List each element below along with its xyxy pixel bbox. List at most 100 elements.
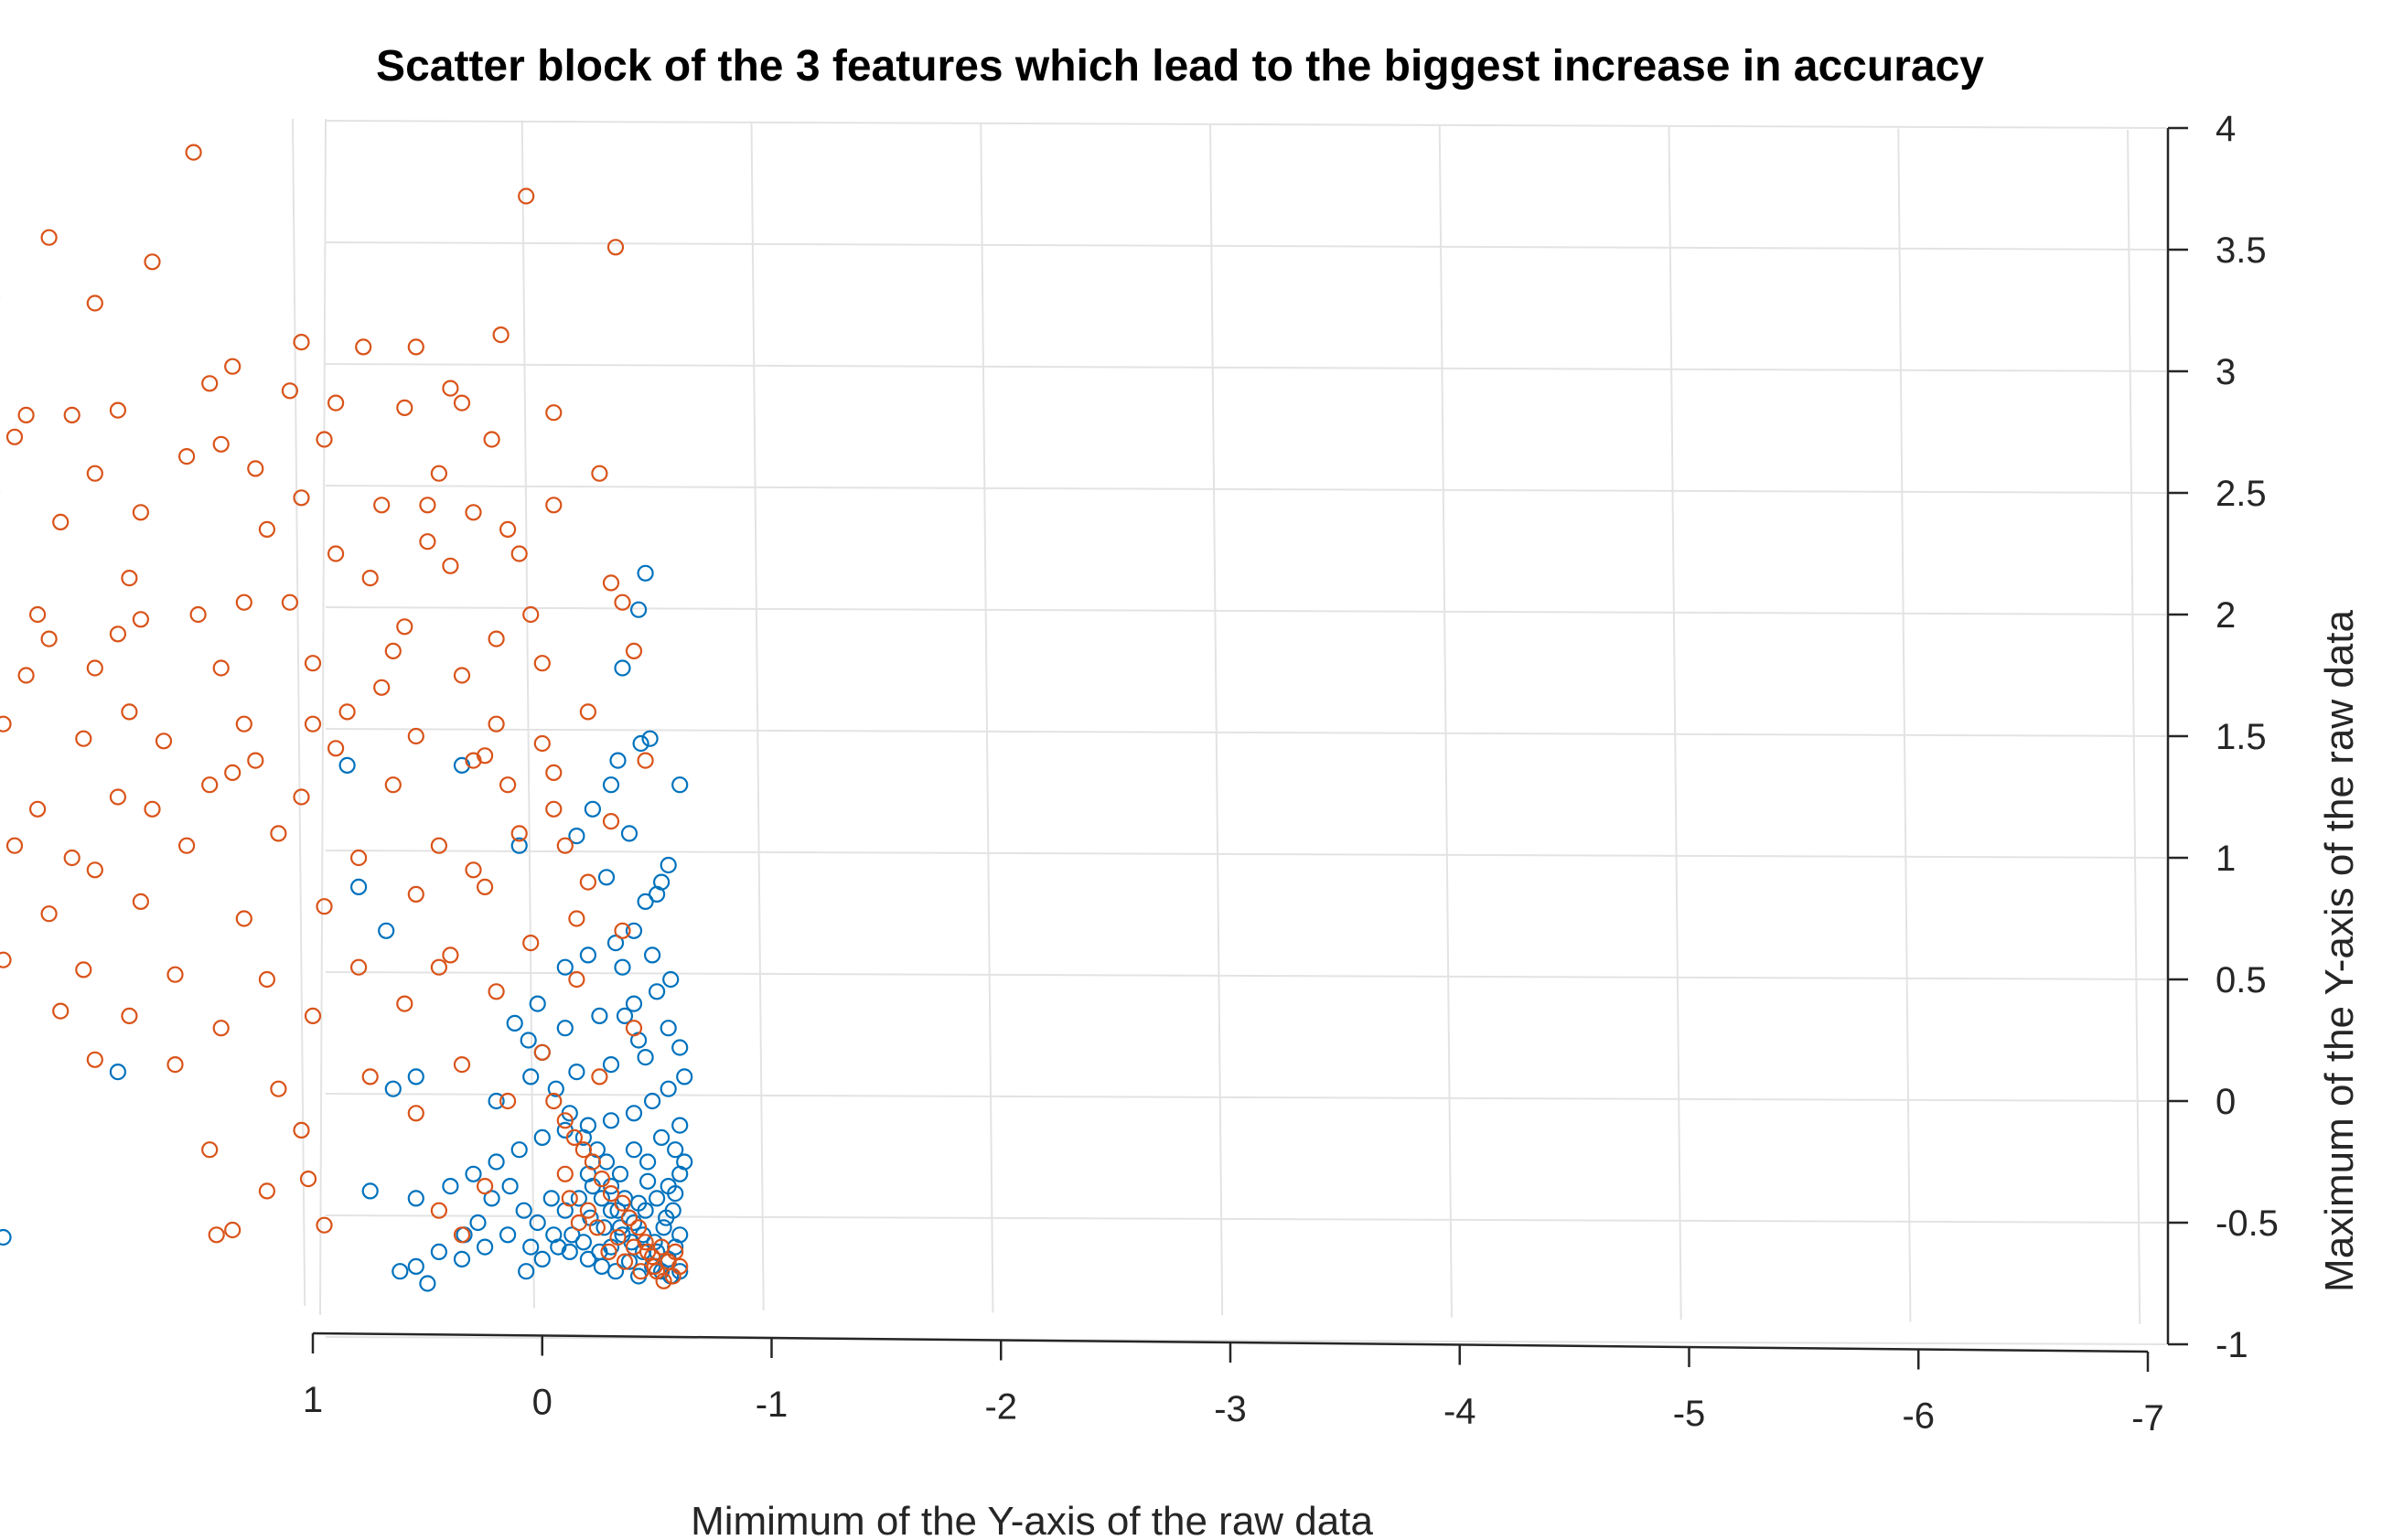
data-point-blue (620, 825, 638, 842)
data-point-blue (641, 730, 659, 747)
data-point-orange (373, 497, 391, 514)
data-point-orange (212, 1020, 230, 1037)
data-point-blue (407, 1190, 424, 1207)
data-point-blue (483, 1190, 500, 1207)
data-point-orange (625, 642, 643, 660)
data-point-orange (565, 1128, 584, 1147)
data-point-orange (430, 837, 447, 854)
data-point-blue (625, 995, 643, 1012)
data-point-orange (304, 715, 322, 733)
data-point-orange (465, 861, 482, 879)
data-point-blue (488, 1092, 505, 1110)
data-point-blue (632, 734, 649, 753)
data-point-blue (638, 1153, 657, 1171)
data-point-orange (407, 885, 424, 904)
axes: 1 0 -1 -2 -3 -4 -5 -6 -7 -1 -0.5 0 0.5 1 1.5 2 2.5 3 3.5 4 (303, 109, 2279, 1438)
data-point-orange (299, 1170, 317, 1188)
data-point-orange (568, 970, 585, 989)
data-point-orange (270, 1080, 287, 1097)
data-point-blue (556, 958, 574, 976)
data-point-blue (593, 1257, 611, 1276)
data-point-blue (609, 752, 627, 769)
data-point-orange (545, 764, 563, 782)
x-tick-label: -7 (2131, 1398, 2164, 1438)
data-point-orange (419, 497, 436, 514)
x-axis-label: Mimimum of the Y-axis of the raw data (691, 1499, 1373, 1540)
y-tick-label: -0.5 (2216, 1203, 2279, 1244)
data-point-orange (235, 910, 252, 927)
data-point-orange (247, 752, 264, 769)
data-point-orange (0, 715, 12, 733)
data-point-orange (40, 905, 58, 923)
x-tick-label: -1 (756, 1385, 789, 1425)
data-point-orange (212, 435, 230, 453)
y-tick-label: 0.5 (2216, 960, 2267, 1000)
data-point-blue (522, 1238, 540, 1256)
data-point-blue (614, 958, 631, 976)
data-point-orange (556, 1112, 574, 1129)
data-point-orange (510, 825, 528, 842)
grid-line-y (325, 971, 2167, 980)
data-point-orange (0, 951, 12, 968)
data-point-orange (281, 594, 298, 611)
data-point-orange (499, 1092, 517, 1110)
data-point-blue (574, 1128, 593, 1147)
data-point-blue (442, 1177, 459, 1195)
data-point-orange (40, 229, 58, 246)
data-point-blue (655, 1219, 672, 1236)
data-point-blue (606, 1263, 625, 1280)
data-point-orange (361, 569, 379, 587)
y-tick-label: 1 (2216, 839, 2236, 879)
data-point-blue (660, 1080, 677, 1097)
data-point-orange (579, 1202, 597, 1219)
data-point-orange (132, 504, 149, 521)
data-point-orange (614, 594, 631, 611)
data-point-blue (533, 1250, 551, 1268)
data-point-orange (121, 703, 138, 721)
grid-line-y (325, 850, 2167, 859)
data-point-orange (208, 1226, 225, 1244)
data-point-blue (606, 934, 625, 952)
data-point-orange (293, 334, 310, 351)
data-point-blue (510, 837, 528, 854)
grid-line-x (1668, 126, 1682, 1321)
data-point-blue (499, 1226, 517, 1244)
data-point-orange (5, 428, 24, 445)
data-point-orange (189, 605, 207, 624)
data-point-orange (201, 1141, 219, 1159)
data-point-blue (648, 1190, 666, 1207)
grid-line-x (980, 123, 994, 1313)
data-point-blue (501, 1177, 519, 1195)
data-point-orange (579, 873, 597, 891)
data-point-blue (629, 1194, 648, 1212)
data-point-orange (293, 788, 310, 806)
data-point-blue (596, 1219, 613, 1236)
data-point-orange (17, 667, 35, 684)
data-point-blue (667, 1184, 684, 1203)
data-point-orange (201, 776, 219, 794)
data-point-orange (556, 837, 574, 854)
y-tick-label: 3 (2216, 352, 2236, 392)
x-tick-label: -6 (1902, 1396, 1935, 1437)
data-point-orange (109, 401, 126, 419)
data-point-orange (570, 1214, 588, 1232)
data-point-orange (144, 253, 161, 271)
data-point-blue (614, 659, 631, 677)
data-points (0, 144, 693, 1292)
data-point-orange (579, 703, 597, 721)
data-point-blue (671, 776, 689, 794)
grid-line-y (325, 1214, 2167, 1224)
data-point-blue (392, 1263, 409, 1280)
data-point-orange (40, 630, 58, 647)
data-point-orange (465, 504, 482, 521)
data-point-orange (281, 382, 298, 400)
data-point-orange (602, 1184, 620, 1203)
data-point-orange (545, 404, 563, 422)
data-point-orange (614, 922, 631, 939)
x-tick-label: -5 (1673, 1394, 1706, 1434)
data-point-blue (660, 856, 677, 874)
data-point-blue (602, 776, 620, 794)
data-point-blue (109, 1063, 126, 1081)
y-tick-label: 0 (2216, 1082, 2236, 1122)
data-point-orange (655, 1272, 672, 1289)
